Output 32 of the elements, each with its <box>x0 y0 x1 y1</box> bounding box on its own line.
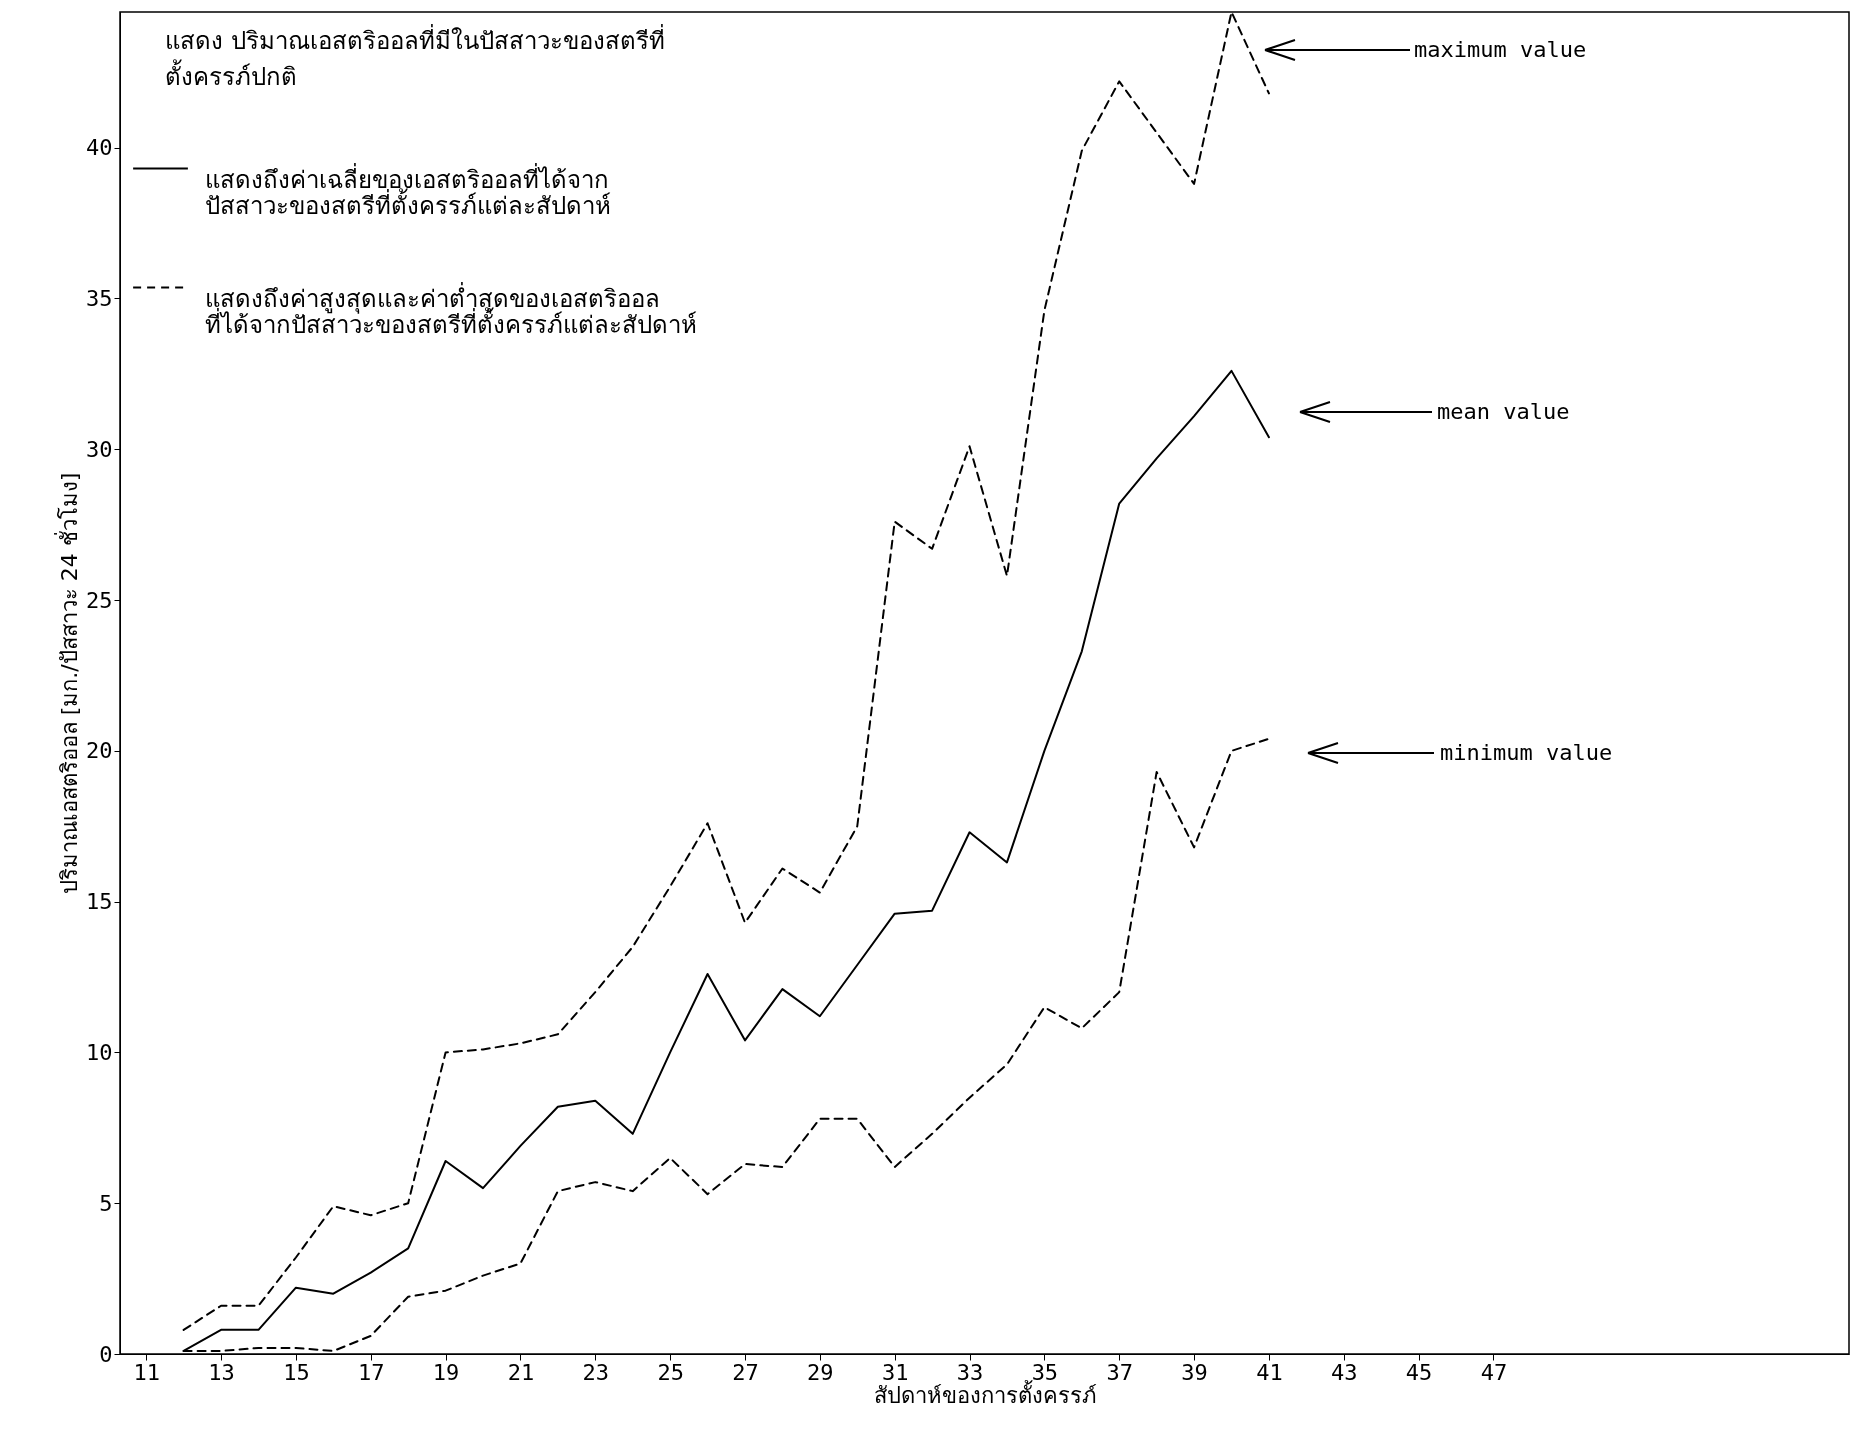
y-tick-label: 0 <box>99 1341 113 1367</box>
y-tick-label: 40 <box>86 135 113 161</box>
x-tick-label: 19 <box>432 1359 460 1385</box>
y-tick-label: 35 <box>86 285 113 311</box>
x-tick-label: 17 <box>357 1359 385 1385</box>
x-tick-label: 47 <box>1480 1359 1508 1385</box>
x-tick-label: 21 <box>507 1359 535 1385</box>
x-tick-label: 25 <box>657 1359 684 1385</box>
x-tick-label: 29 <box>807 1359 834 1385</box>
x-tick-label: 41 <box>1256 1359 1283 1385</box>
y-axis-title: ปริมาณเอสตริออล [มก./ปัสสาวะ 24 ชั่วโมง] <box>54 472 83 895</box>
x-tick-label: 43 <box>1331 1359 1358 1385</box>
annotation: maximum value <box>1414 37 1587 62</box>
text: แสดง ปริมาณเอสตริออลที่มีในปัสสาวะของสตรีที่ ตั้งครรภ์ปกติ <box>165 24 665 91</box>
legend-label: แสดงถึงค่าสูงสุดและค่าต่ำสุดของเอสตริออล ที่ได้จากปัสสาวะของสตรีที่ตั้งครรภ์แต่ละสัปดาห์ <box>205 281 697 339</box>
y-tick-label: 5 <box>99 1190 113 1216</box>
x-tick-label: 15 <box>283 1359 310 1385</box>
x-tick-label: 13 <box>208 1359 235 1385</box>
y-tick-label: 25 <box>86 587 113 613</box>
x-tick-label: 23 <box>582 1359 610 1385</box>
y-tick-label: 20 <box>86 738 113 764</box>
y-tick-label: 10 <box>86 1039 113 1065</box>
y-tick-label: 30 <box>86 436 113 462</box>
y-tick-label: 15 <box>86 889 113 915</box>
x-tick-label: 27 <box>732 1359 759 1385</box>
legend-label: แสดงถึงค่าเฉลี่ยของเอสตริออลที่ได้จาก ปัสสาวะของสตรีที่ตั้งครรภ์แต่ละสัปดาห์ <box>205 162 611 220</box>
annotation: mean value <box>1437 399 1570 424</box>
x-tick-label: 39 <box>1181 1359 1208 1385</box>
x-tick-label: 11 <box>133 1359 160 1385</box>
x-tick-label: 37 <box>1106 1359 1133 1385</box>
annotation: minimum value <box>1440 740 1613 765</box>
x-tick-label: 45 <box>1405 1359 1433 1385</box>
